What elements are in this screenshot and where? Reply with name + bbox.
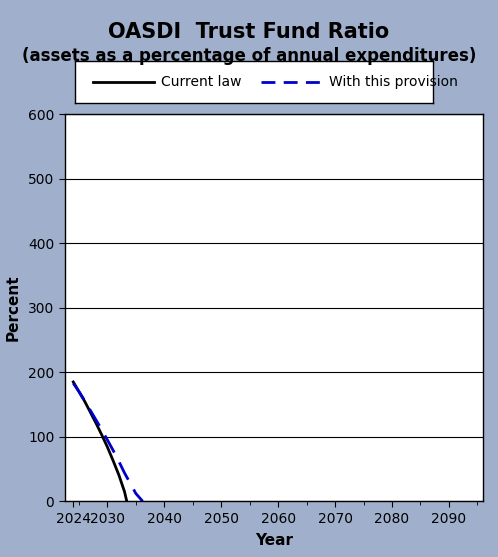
X-axis label: Year: Year: [255, 532, 293, 548]
With this provision: [116, 458, 122, 465]
Current law: [99, 432, 105, 438]
With this provision: [127, 480, 133, 487]
Current law: [124, 498, 130, 505]
Current law: [76, 388, 82, 395]
Current law: [110, 457, 116, 464]
Current law: [105, 444, 111, 451]
Line: With this provision: With this provision: [73, 383, 143, 501]
Y-axis label: Percent: Percent: [6, 275, 21, 341]
Current law: [87, 409, 93, 416]
Current law: [70, 379, 76, 385]
With this provision: [76, 388, 82, 395]
Text: (assets as a percentage of annual expenditures): (assets as a percentage of annual expend…: [22, 47, 476, 65]
With this provision: [122, 470, 127, 476]
Current law: [93, 420, 99, 427]
Current law: [116, 472, 122, 478]
Text: With this provision: With this provision: [329, 75, 458, 89]
With this provision: [70, 380, 76, 387]
Current law: [82, 398, 88, 404]
With this provision: [99, 426, 105, 433]
With this provision: [140, 498, 146, 505]
Text: OASDI  Trust Fund Ratio: OASDI Trust Fund Ratio: [109, 22, 389, 42]
With this provision: [105, 437, 111, 443]
Line: Current law: Current law: [73, 382, 127, 501]
Text: Current law: Current law: [161, 75, 241, 89]
With this provision: [133, 490, 139, 497]
With this provision: [87, 407, 93, 414]
With this provision: [138, 497, 144, 504]
With this provision: [110, 447, 116, 453]
With this provision: [93, 417, 99, 423]
Current law: [122, 488, 127, 495]
With this provision: [82, 397, 88, 404]
